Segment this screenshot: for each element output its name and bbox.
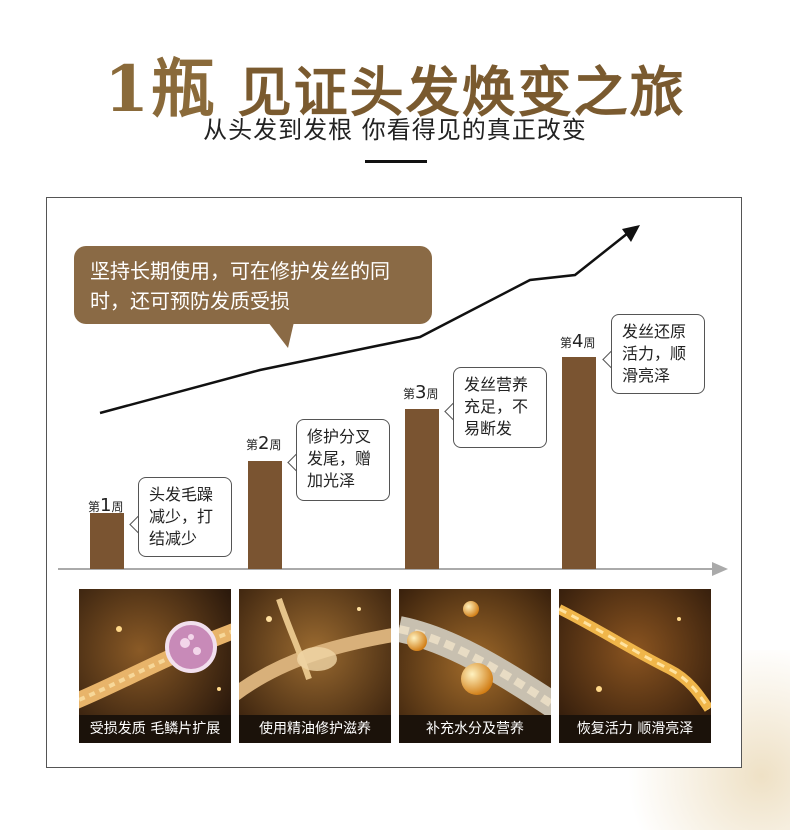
week-label-1: 第1周 xyxy=(88,495,124,516)
week-bar-3 xyxy=(405,409,439,569)
stage-image-2: 使用精油修护滋养 xyxy=(239,589,391,743)
week-bar-2 xyxy=(248,461,282,569)
x-axis-arrowhead xyxy=(712,562,728,576)
week-label-4: 第4周 xyxy=(560,331,596,352)
week-label-3: 第3周 xyxy=(403,382,439,403)
title-text: 见证头发焕变之旅 xyxy=(237,60,686,124)
stage-caption-3: 补充水分及营养 xyxy=(399,715,551,743)
callout-tail xyxy=(268,322,294,348)
week-bar-4 xyxy=(562,357,596,569)
week-bar-1 xyxy=(90,513,124,569)
week-note-2: 修护分叉发尾，赠加光泽 xyxy=(296,419,390,501)
stage-image-4: 恢复活力 顺滑亮泽 xyxy=(559,589,711,743)
stage-caption-1: 受损发质 毛鳞片扩展 xyxy=(79,715,231,743)
week-label-2: 第2周 xyxy=(246,433,282,454)
week-note-4: 发丝还原活力，顺滑亮泽 xyxy=(611,314,705,394)
usage-callout: 坚持长期使用，可在修护发丝的同时，还可预防发质受损 xyxy=(74,246,432,324)
stage-image-1: 受损发质 毛鳞片扩展 xyxy=(79,589,231,743)
page-subtitle: 从头发到发根 你看得见的真正改变 xyxy=(203,116,587,144)
title-number: 1瓶 xyxy=(104,52,217,127)
week-note-1: 头发毛躁减少，打结减少 xyxy=(138,477,232,557)
page-title: 1瓶 见证头发焕变之旅 xyxy=(0,38,790,130)
trend-line xyxy=(99,232,629,415)
week-note-3: 发丝营养充足，不易断发 xyxy=(453,367,547,448)
title-divider xyxy=(365,160,427,163)
stage-image-3: 补充水分及营养 xyxy=(399,589,551,743)
stage-caption-4: 恢复活力 顺滑亮泽 xyxy=(559,715,711,743)
trend-arrowhead xyxy=(622,225,640,242)
stage-caption-2: 使用精油修护滋养 xyxy=(239,715,391,743)
